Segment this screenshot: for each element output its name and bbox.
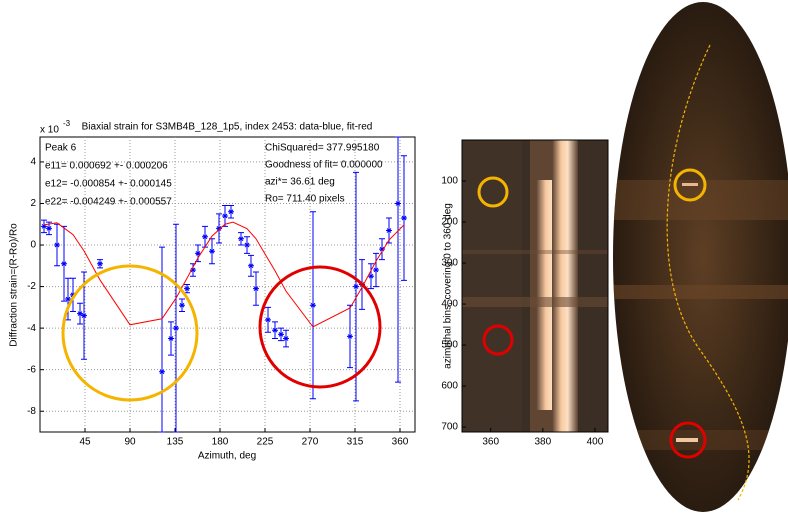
data-point <box>65 277 71 321</box>
y-tick-label: 100 <box>441 176 458 187</box>
fit-annotation: Goodness of fit= 0.000000 <box>265 160 383 171</box>
y-tick-label: 300 <box>441 258 458 269</box>
y-tick-label: 700 <box>441 422 458 433</box>
data-point <box>265 306 271 333</box>
y-tick-label: -4 <box>27 323 36 334</box>
data-point <box>228 205 234 219</box>
data-point <box>395 136 401 383</box>
fit-annotation: Peak 6 <box>45 143 77 154</box>
data-point <box>353 171 359 402</box>
data-point <box>222 205 228 227</box>
x-tick-label: 45 <box>79 437 91 448</box>
x-tick-label: 400 <box>587 437 604 448</box>
x-tick-label: 315 <box>347 437 364 448</box>
x-tick-label: 270 <box>302 437 319 448</box>
data-point <box>184 284 190 294</box>
y-exponent: -3 <box>63 119 71 128</box>
highlight-circles <box>61 168 707 459</box>
fit-annotation: Ro= 711.40 pixels <box>265 194 345 205</box>
data-point <box>401 155 407 281</box>
fit-annotation: e11= 0.000692 +- 0.000206 <box>45 161 168 172</box>
y-tick-label: 4 <box>30 157 36 168</box>
data-point <box>248 254 254 277</box>
data-point <box>195 244 201 263</box>
data-point <box>97 259 103 269</box>
data-point <box>61 225 67 302</box>
data-point <box>253 271 259 306</box>
fit-annotation: ChiSquared= 377.995180 <box>265 143 380 154</box>
data-point <box>168 321 174 356</box>
ring-image <box>613 2 788 512</box>
y-axis-label: Diffraction strain=(R-Ro)/Ro <box>9 223 20 347</box>
data-point <box>173 223 179 433</box>
data-point <box>283 329 289 348</box>
x-axis-label: Azimuth, deg <box>198 451 256 462</box>
data-point <box>190 263 196 277</box>
data-point <box>373 252 379 288</box>
x-tick-label: 180 <box>212 437 229 448</box>
data-point <box>209 238 215 265</box>
data-point <box>54 223 60 267</box>
fit-line <box>43 221 405 328</box>
data-point <box>41 219 47 234</box>
y-tick-label: 2 <box>30 198 36 209</box>
chart-title: Biaxial strain for S3MB4B_128_1p5, index… <box>82 122 373 133</box>
data-point <box>179 298 185 313</box>
x-tick-label: 380 <box>534 437 551 448</box>
x-tick-label: 360 <box>482 437 499 448</box>
y-tick-label: 200 <box>441 217 458 228</box>
data-point <box>238 232 244 246</box>
y-tick-label: -6 <box>27 364 36 375</box>
data-point <box>386 217 392 244</box>
image-y-label: azimuthal bins, covering 0 to 360 deg <box>443 203 454 369</box>
x-tick-label: 135 <box>167 437 184 448</box>
y-tick-label: 400 <box>441 299 458 310</box>
data-point <box>159 246 165 433</box>
diffraction-image <box>461 139 609 433</box>
fit-annotation: azi*= 36.61 deg <box>265 177 335 188</box>
data-point <box>46 221 52 236</box>
data-point <box>368 263 374 290</box>
y-tick-label: -8 <box>27 406 36 417</box>
data-point <box>77 302 83 325</box>
y-tick-label: 0 <box>30 240 36 251</box>
x-tick-label: 90 <box>124 437 136 448</box>
x-tick-label: 360 <box>392 437 409 448</box>
data-point <box>81 271 87 360</box>
y-tick-label: 500 <box>441 340 458 351</box>
data-point <box>310 211 316 400</box>
data-point <box>70 277 76 313</box>
y-tick-label: -2 <box>27 281 36 292</box>
x-tick-label: 225 <box>257 437 274 448</box>
data-point <box>347 304 353 369</box>
fit-annotation: e12= -0.000854 +- 0.000145 <box>45 179 172 190</box>
fit-annotation: e22= -0.004249 +- 0.000557 <box>45 197 172 208</box>
y-tick-label: 600 <box>441 381 458 392</box>
y-exponent-base: x 10 <box>40 125 59 136</box>
data-point <box>272 321 278 340</box>
data-point <box>244 236 250 254</box>
data-point <box>379 238 385 261</box>
data-point <box>216 213 222 244</box>
data-point <box>278 327 284 342</box>
